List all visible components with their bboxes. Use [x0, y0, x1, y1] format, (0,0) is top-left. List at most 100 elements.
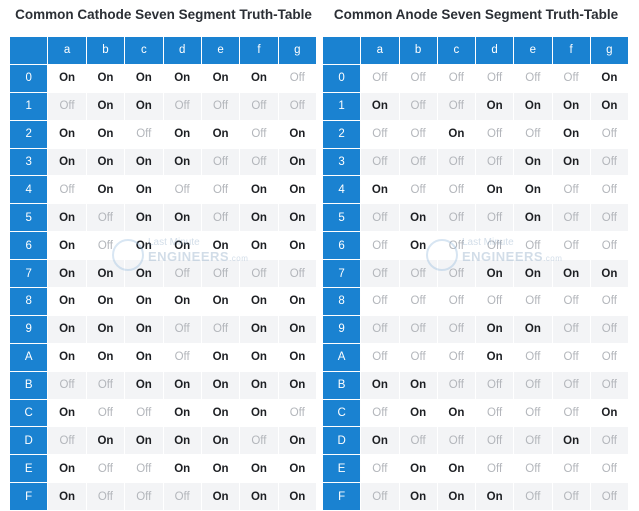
segment-state-cell: Off: [399, 315, 438, 344]
segment-state-cell: Off: [590, 232, 629, 261]
digit-label: C: [323, 399, 362, 428]
segment-state-cell: On: [476, 92, 515, 121]
segment-state-cell: On: [48, 315, 87, 344]
digit-label: 5: [323, 204, 362, 233]
segment-state-cell: Off: [514, 232, 553, 261]
segment-state-cell: On: [48, 483, 87, 511]
segment-state-cell: Off: [125, 399, 164, 428]
cathode-table-title: Common Cathode Seven Segment Truth-Table: [15, 7, 312, 22]
segment-state-cell: Off: [437, 148, 476, 177]
segment-state-cell: On: [278, 427, 317, 456]
segment-state-cell: On: [240, 455, 279, 484]
segment-state-cell: Off: [240, 427, 279, 456]
segment-state-cell: Off: [361, 232, 400, 261]
table-row: C On Off Off On On On Off: [10, 399, 317, 428]
segment-state-cell: On: [437, 120, 476, 149]
digit-label: 2: [10, 120, 49, 149]
digit-label: 2: [323, 120, 362, 149]
segment-state-cell: On: [86, 260, 126, 289]
segment-state-cell: On: [163, 232, 202, 261]
segment-state-cell: Off: [399, 176, 438, 205]
digit-label: 4: [10, 176, 49, 205]
segment-state-cell: Off: [201, 315, 241, 344]
segment-state-cell: Off: [278, 64, 317, 93]
table-row: 3 Off Off Off Off On On Off: [323, 148, 629, 177]
digit-label: 4: [323, 176, 362, 205]
segment-state-cell: On: [163, 399, 202, 428]
segment-state-cell: On: [201, 371, 241, 400]
table-row: E Off On On Off Off Off Off: [323, 455, 629, 484]
segment-state-cell: On: [201, 288, 241, 316]
table-row: 1 On Off Off On On On On: [323, 92, 629, 121]
segment-state-cell: On: [278, 232, 317, 261]
segment-state-cell: On: [48, 455, 87, 484]
segment-header-b: b: [399, 37, 438, 65]
table-row: 4 Off On On Off Off On On: [10, 176, 317, 205]
segment-state-cell: Off: [201, 92, 241, 121]
segment-state-cell: Off: [590, 427, 629, 456]
segment-header-d: d: [476, 37, 515, 65]
segment-state-cell: On: [48, 204, 87, 233]
segment-state-cell: On: [552, 148, 591, 177]
segment-state-cell: On: [552, 92, 591, 121]
segment-state-cell: On: [163, 64, 202, 93]
segment-state-cell: On: [552, 120, 591, 149]
segment-state-cell: On: [86, 148, 126, 177]
segment-state-cell: Off: [514, 483, 553, 511]
anode-truth-table-panel: Common Anode Seven Segment Truth-Table a…: [323, 0, 629, 511]
segment-state-cell: Off: [163, 92, 202, 121]
digit-label: 6: [10, 232, 49, 261]
table-row: E On Off Off On On On On: [10, 455, 317, 484]
table-row: D On Off Off Off Off On Off: [323, 427, 629, 456]
segment-state-cell: On: [399, 399, 438, 428]
segment-state-cell: Off: [163, 315, 202, 344]
segment-state-cell: On: [125, 315, 164, 344]
segment-state-cell: Off: [552, 204, 591, 233]
segment-header-a: a: [361, 37, 400, 65]
segment-state-cell: Off: [240, 92, 279, 121]
table-row: F On Off Off Off On On On: [10, 483, 317, 511]
segment-state-cell: Off: [86, 455, 126, 484]
segment-state-cell: Off: [552, 483, 591, 511]
table-row: D Off On On On On Off On: [10, 427, 317, 456]
segment-state-cell: Off: [86, 483, 126, 511]
segment-state-cell: On: [361, 176, 400, 205]
segment-state-cell: On: [86, 92, 126, 121]
segment-state-cell: On: [514, 92, 553, 121]
table-row: 9 On On On Off Off On On: [10, 315, 317, 344]
segment-state-cell: Off: [552, 288, 591, 316]
segment-state-cell: On: [86, 315, 126, 344]
segment-state-cell: On: [278, 176, 317, 205]
segment-header-c: c: [437, 37, 476, 65]
segment-state-cell: On: [476, 343, 515, 372]
digit-label: A: [10, 343, 49, 372]
segment-header-f: f: [240, 37, 279, 65]
table-row: 4 On Off Off On On Off Off: [323, 176, 629, 205]
segment-state-cell: Off: [48, 427, 87, 456]
segment-state-cell: On: [48, 399, 87, 428]
segment-state-cell: Off: [476, 232, 515, 261]
segment-state-cell: Off: [399, 64, 438, 93]
segment-state-cell: On: [361, 371, 400, 400]
segment-state-cell: On: [86, 64, 126, 93]
segment-state-cell: Off: [201, 260, 241, 289]
segment-state-cell: On: [278, 483, 317, 511]
segment-state-cell: On: [278, 204, 317, 233]
anode-table-title: Common Anode Seven Segment Truth-Table: [333, 7, 619, 22]
segment-state-cell: On: [201, 483, 241, 511]
segment-state-cell: On: [552, 260, 591, 289]
segment-state-cell: On: [163, 204, 202, 233]
segment-state-cell: Off: [437, 64, 476, 93]
table-row: 8 On On On On On On On: [10, 288, 317, 316]
segment-state-cell: Off: [240, 148, 279, 177]
segment-state-cell: Off: [86, 204, 126, 233]
segment-state-cell: Off: [125, 483, 164, 511]
segment-state-cell: Off: [86, 232, 126, 261]
segment-header-a: a: [48, 37, 87, 65]
segment-state-cell: Off: [361, 343, 400, 372]
segment-state-cell: On: [163, 288, 202, 316]
segment-state-cell: On: [48, 288, 87, 316]
table-row: 3 On On On On Off Off On: [10, 148, 317, 177]
